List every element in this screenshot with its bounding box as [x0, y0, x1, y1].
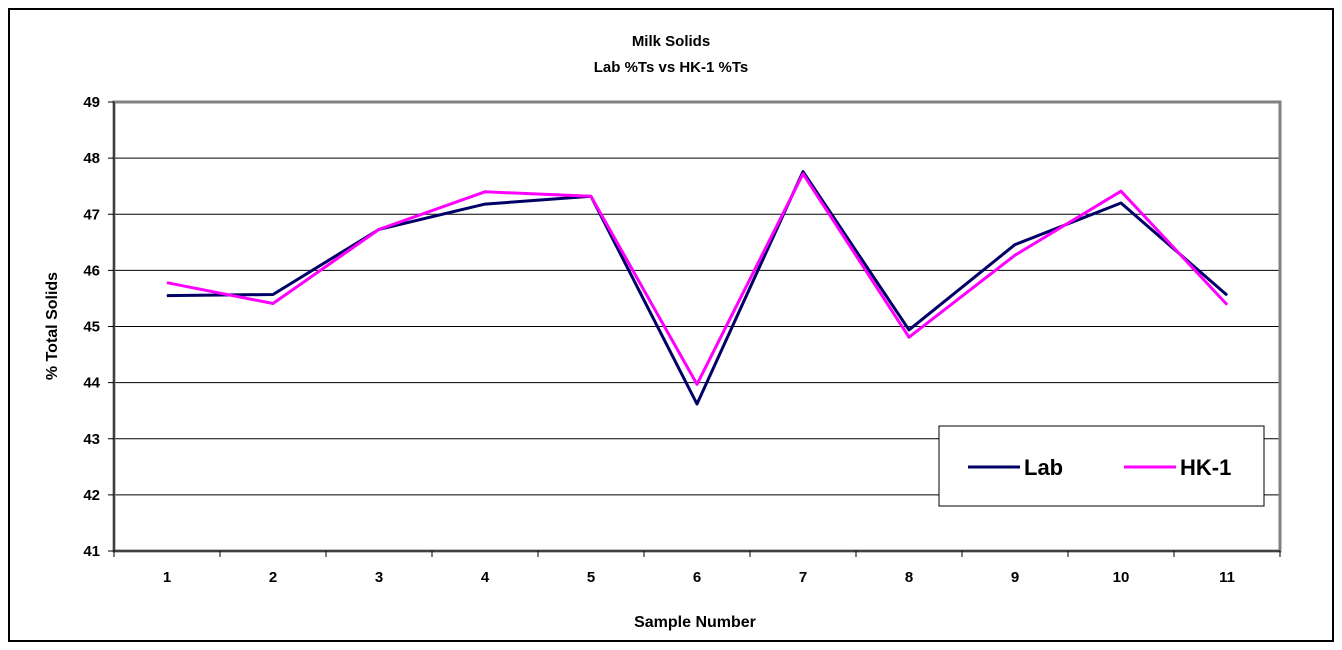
- data-point: [166, 282, 168, 284]
- x-tick-label: 5: [587, 569, 595, 586]
- chart-frame: [8, 8, 1334, 642]
- data-point: [590, 195, 592, 197]
- data-point: [1226, 294, 1228, 296]
- x-tick-label: 4: [481, 569, 490, 586]
- y-tick-label: 41: [83, 543, 100, 560]
- series-line-lab: [166, 170, 1228, 406]
- x-tick-label: 6: [693, 569, 701, 586]
- data-point: [802, 173, 804, 175]
- y-tick-label: 43: [83, 431, 100, 448]
- data-point: [378, 228, 380, 230]
- x-tick-label: 1: [163, 569, 171, 586]
- data-point: [484, 191, 486, 193]
- y-axis-label: % Total Solids: [44, 272, 61, 380]
- data-point: [1014, 254, 1016, 256]
- data-point: [696, 403, 698, 405]
- y-tick-label: 47: [83, 206, 100, 223]
- x-tick-label: 10: [1113, 569, 1130, 586]
- y-tick-label: 49: [83, 94, 100, 111]
- data-point: [272, 294, 274, 296]
- chart-subtitle: Lab %Ts vs HK-1 %Ts: [594, 59, 748, 76]
- y-tick-label: 42: [83, 487, 100, 504]
- y-tick-label: 46: [83, 262, 100, 279]
- x-tick-label: 3: [375, 569, 383, 586]
- data-point: [802, 171, 804, 173]
- y-tick-label: 45: [83, 319, 100, 336]
- data-point: [166, 295, 168, 297]
- data-point: [1014, 244, 1016, 246]
- legend: Lab HK-1: [938, 425, 1265, 507]
- data-point: [908, 336, 910, 338]
- legend-label-lab: Lab: [1024, 455, 1063, 480]
- x-tick-label: 7: [799, 569, 807, 586]
- y-tick-label: 44: [83, 375, 100, 392]
- data-point: [908, 329, 910, 331]
- data-point: [1226, 304, 1228, 306]
- series-lines: [166, 170, 1229, 406]
- data-point: [696, 383, 698, 385]
- data-point: [272, 302, 274, 304]
- chart-title: Milk Solids: [632, 33, 710, 50]
- x-axis-label: Sample Number: [634, 614, 756, 631]
- series-line-hk1: [166, 172, 1229, 386]
- data-point: [1120, 190, 1122, 192]
- y-tick-label: 48: [83, 150, 100, 167]
- x-tick-label: 2: [269, 569, 277, 586]
- data-point: [1120, 202, 1122, 204]
- legend-label-hk1: HK-1: [1180, 455, 1231, 480]
- x-tick-label: 9: [1011, 569, 1019, 586]
- x-tick-label: 8: [905, 569, 913, 586]
- data-point: [484, 203, 486, 205]
- x-tick-label: 11: [1219, 569, 1235, 586]
